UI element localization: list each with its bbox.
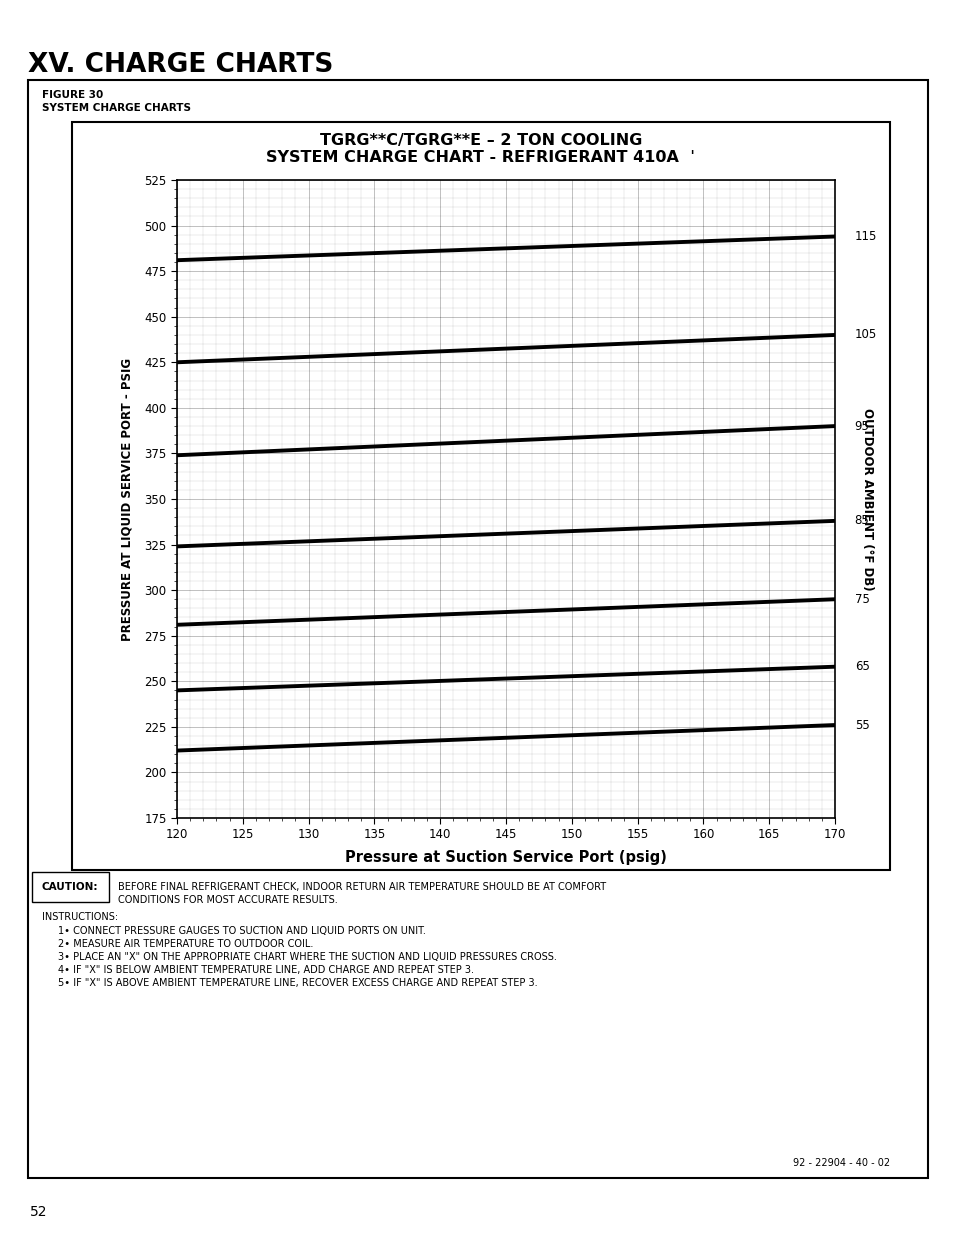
Text: OUTDOOR AMBIENT (°F DB): OUTDOOR AMBIENT (°F DB) [861,408,874,590]
Text: SYSTEM CHARGE CHARTS: SYSTEM CHARGE CHARTS [42,103,191,112]
Text: SYSTEM CHARGE CHART - REFRIGERANT 410A  ˈ: SYSTEM CHARGE CHART - REFRIGERANT 410A ˈ [266,149,695,165]
Text: 75: 75 [854,593,869,605]
Bar [28,80,927,1178]
Text: 3• PLACE AN "X" ON THE APPROPRIATE CHART WHERE THE SUCTION AND LIQUID PRESSURES : 3• PLACE AN "X" ON THE APPROPRIATE CHART… [58,952,557,962]
Text: TGRG**C/TGRG**E – 2 TON COOLING: TGRG**C/TGRG**E – 2 TON COOLING [319,133,641,148]
Text: 105: 105 [854,329,876,341]
Text: XV. CHARGE CHARTS: XV. CHARGE CHARTS [28,52,333,78]
Text: 95: 95 [854,420,869,432]
Text: 2• MEASURE AIR TEMPERATURE TO OUTDOOR COIL.: 2• MEASURE AIR TEMPERATURE TO OUTDOOR CO… [58,939,313,948]
Text: 92 - 22904 - 40 - 02: 92 - 22904 - 40 - 02 [792,1158,889,1168]
Bar [71,122,889,869]
Text: CONDITIONS FOR MOST ACCURATE RESULTS.: CONDITIONS FOR MOST ACCURATE RESULTS. [118,895,337,905]
Text: 55: 55 [854,719,868,731]
Y-axis label: PRESSURE AT LIQUID SERVICE PORT - PSIG: PRESSURE AT LIQUID SERVICE PORT - PSIG [120,357,133,641]
Text: FIGURE 30: FIGURE 30 [42,90,103,100]
Text: 5• IF "X" IS ABOVE AMBIENT TEMPERATURE LINE, RECOVER EXCESS CHARGE AND REPEAT ST: 5• IF "X" IS ABOVE AMBIENT TEMPERATURE L… [58,978,537,988]
Text: 1• CONNECT PRESSURE GAUGES TO SUCTION AND LIQUID PORTS ON UNIT.: 1• CONNECT PRESSURE GAUGES TO SUCTION AN… [58,926,425,936]
Text: INSTRUCTIONS:: INSTRUCTIONS: [42,911,118,923]
Text: 115: 115 [854,230,876,243]
Text: 52: 52 [30,1205,48,1219]
Text: BEFORE FINAL REFRIGERANT CHECK, INDOOR RETURN AIR TEMPERATURE SHOULD BE AT COMFO: BEFORE FINAL REFRIGERANT CHECK, INDOOR R… [118,882,605,892]
Text: CAUTION:: CAUTION: [42,882,98,892]
X-axis label: Pressure at Suction Service Port (psig): Pressure at Suction Service Port (psig) [345,850,666,864]
Text: 85: 85 [854,514,868,527]
Text: 4• IF "X" IS BELOW AMBIENT TEMPERATURE LINE, ADD CHARGE AND REPEAT STEP 3.: 4• IF "X" IS BELOW AMBIENT TEMPERATURE L… [58,965,474,974]
Text: 65: 65 [854,661,869,673]
